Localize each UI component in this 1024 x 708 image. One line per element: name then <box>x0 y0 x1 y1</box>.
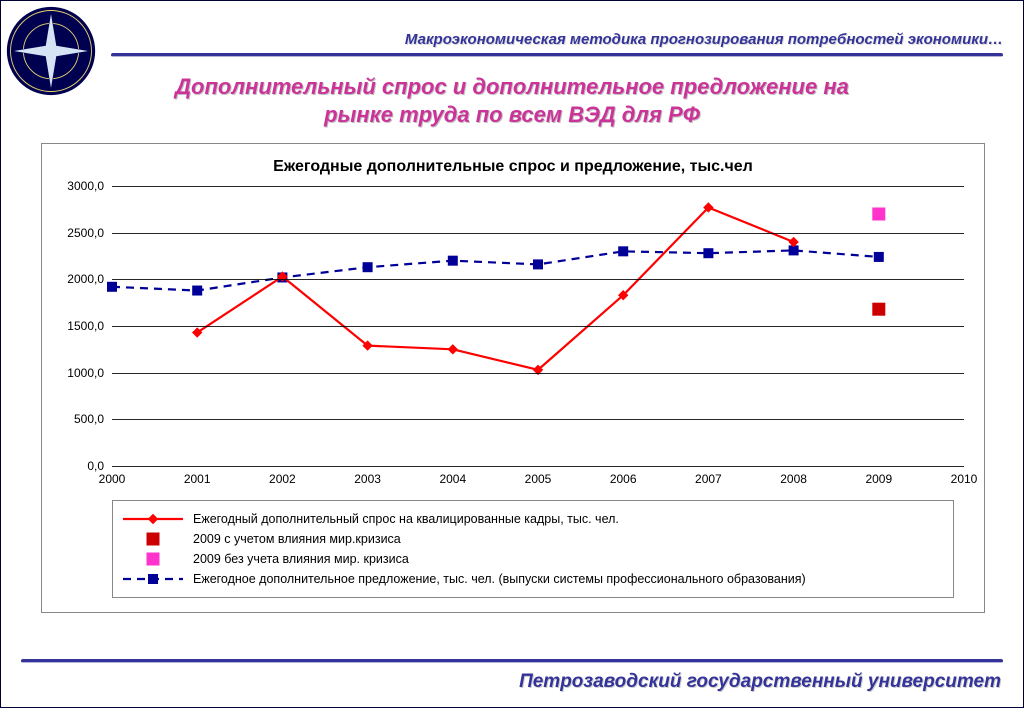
y-axis-label: 1000,0 <box>67 366 112 380</box>
x-axis-label: 2008 <box>780 466 807 486</box>
x-axis-label: 2005 <box>525 466 552 486</box>
x-axis-label: 2000 <box>99 466 126 486</box>
grid-line <box>112 419 964 420</box>
legend-label: Ежегодное дополнительное предложение, ты… <box>193 569 806 589</box>
chart-title: Ежегодные дополнительные спрос и предлож… <box>42 144 984 186</box>
x-axis-label: 2002 <box>269 466 296 486</box>
x-axis-label: 2003 <box>354 466 381 486</box>
header-bar: Макроэкономическая методика прогнозирова… <box>111 31 1003 49</box>
title-line-1: Дополнительный спрос и дополнительное пр… <box>175 74 849 99</box>
grid-line <box>112 326 964 327</box>
x-axis-label: 2004 <box>439 466 466 486</box>
chart-plot-area: 0,0500,01000,01500,02000,02500,03000,020… <box>112 186 964 466</box>
slide: Макроэкономическая методика прогнозирова… <box>0 0 1024 708</box>
chart-container: Ежегодные дополнительные спрос и предлож… <box>41 143 985 613</box>
y-axis-label: 2000,0 <box>67 272 112 286</box>
grid-line <box>112 233 964 234</box>
y-axis-label: 2500,0 <box>67 226 112 240</box>
legend-swatch <box>123 512 183 526</box>
x-axis-label: 2006 <box>610 466 637 486</box>
page-title: Дополнительный спрос и дополнительное пр… <box>61 73 963 128</box>
y-axis-label: 500,0 <box>74 412 112 426</box>
grid-line <box>112 279 964 280</box>
header-rule <box>111 53 1003 57</box>
grid-line <box>112 186 964 187</box>
legend-item: Ежегодный дополнительный спрос на квалиц… <box>123 509 943 529</box>
legend-item: Ежегодное дополнительное предложение, ты… <box>123 569 943 589</box>
legend-label: 2009 с учетом влияния мир.кризиса <box>193 529 401 549</box>
legend-item: 2009 с учетом влияния мир.кризиса <box>123 529 943 549</box>
title-line-2: рынке труда по всем ВЭД для РФ <box>324 102 700 127</box>
footer-rule <box>21 659 1003 663</box>
legend-item: 2009 без учета влияния мир. кризиса <box>123 549 943 569</box>
x-axis-label: 2007 <box>695 466 722 486</box>
x-axis-label: 2010 <box>951 466 978 486</box>
legend-label: Ежегодный дополнительный спрос на квалиц… <box>193 509 619 529</box>
header-text: Макроэкономическая методика прогнозирова… <box>405 31 1003 48</box>
grid-line <box>112 373 964 374</box>
footer-text: Петрозаводский государственный университ… <box>519 671 1001 693</box>
y-axis-label: 3000,0 <box>67 179 112 193</box>
legend-label: 2009 без учета влияния мир. кризиса <box>193 549 409 569</box>
x-axis-label: 2001 <box>184 466 211 486</box>
legend-swatch <box>123 532 183 546</box>
legend-swatch <box>123 572 183 586</box>
chart-legend: Ежегодный дополнительный спрос на квалиц… <box>112 500 954 598</box>
y-axis-label: 1500,0 <box>67 319 112 333</box>
legend-swatch <box>123 552 183 566</box>
x-axis-label: 2009 <box>865 466 892 486</box>
